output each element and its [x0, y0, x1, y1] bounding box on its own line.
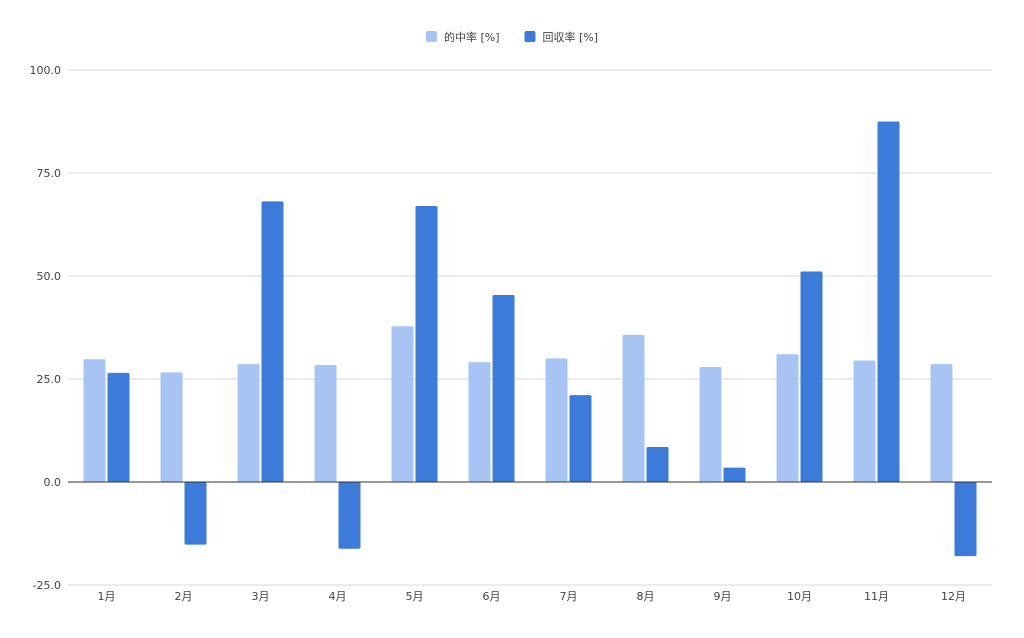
x-tick-label: 11月 [864, 590, 889, 603]
bar-hit-rate[interactable] [545, 358, 568, 482]
y-axis-ticks: -25.0 0.0 25.0 50.0 75.0 100.0 [30, 64, 62, 592]
y-tick-label: -25.0 [33, 579, 61, 592]
bar-hit-rate[interactable] [699, 367, 722, 482]
bar-hit-rate[interactable] [622, 334, 645, 482]
bar-return-rate[interactable] [954, 482, 977, 557]
y-tick-label: 75.0 [37, 167, 62, 180]
x-tick-label: 8月 [637, 590, 655, 603]
bar-return-rate[interactable] [338, 482, 361, 549]
legend-swatch [425, 31, 437, 42]
legend-label: 的中率 [%] [444, 30, 500, 44]
x-tick-label: 9月 [714, 590, 732, 603]
bar-return-rate[interactable] [800, 271, 823, 482]
bar-return-rate[interactable] [415, 205, 438, 482]
x-tick-label: 3月 [252, 590, 270, 603]
gridlines [68, 69, 992, 586]
x-tick-label: 7月 [560, 590, 578, 603]
x-tick-label: 12月 [941, 590, 966, 603]
x-tick-label: 2月 [175, 590, 193, 603]
bar-hit-rate[interactable] [853, 360, 876, 482]
legend-swatch [524, 31, 536, 42]
y-tick-label: 50.0 [37, 270, 62, 283]
legend-label: 回収率 [%] [543, 30, 599, 44]
x-tick-label: 10月 [787, 590, 812, 603]
legend-item[interactable]: 回収率 [%] [524, 30, 599, 44]
y-tick-label: 100.0 [30, 64, 62, 77]
bar-return-rate[interactable] [723, 467, 746, 482]
x-axis-ticks: 1月 2月 3月 4月 5月 6月 7月 8月 9月 10月 11月 12月 [98, 590, 967, 603]
x-tick-label: 4月 [329, 590, 347, 603]
y-tick-label: 0.0 [44, 476, 62, 489]
legend-item[interactable]: 的中率 [%] [425, 30, 500, 44]
bar-hit-rate[interactable] [468, 362, 491, 482]
bar-return-rate[interactable] [569, 395, 592, 482]
bar-return-rate[interactable] [107, 372, 130, 482]
bars [83, 121, 977, 557]
y-tick-label: 25.0 [37, 373, 62, 386]
legend: 的中率 [%] 回収率 [%] [425, 30, 599, 44]
x-tick-label: 1月 [98, 590, 116, 603]
x-tick-label: 6月 [483, 590, 501, 603]
bar-return-rate[interactable] [646, 446, 669, 482]
bar-return-rate[interactable] [492, 294, 515, 482]
bar-hit-rate[interactable] [314, 364, 337, 482]
bar-hit-rate[interactable] [160, 372, 183, 482]
bar-return-rate[interactable] [184, 482, 207, 545]
bar-hit-rate[interactable] [237, 364, 260, 482]
bar-hit-rate[interactable] [391, 326, 414, 482]
bar-hit-rate[interactable] [930, 364, 953, 482]
bar-return-rate[interactable] [261, 201, 284, 483]
bar-hit-rate[interactable] [83, 359, 106, 482]
x-tick-label: 5月 [406, 590, 424, 603]
bar-hit-rate[interactable] [776, 354, 799, 482]
bar-return-rate[interactable] [877, 121, 900, 483]
